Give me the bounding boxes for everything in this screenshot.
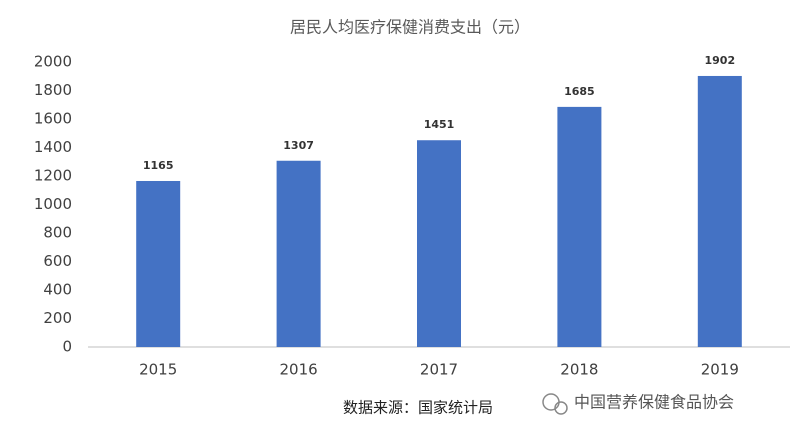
bar (557, 106, 602, 347)
source-note: 数据来源：国家统计局 (343, 399, 493, 417)
chart-title: 居民人均医疗保健消费支出（元） (290, 18, 530, 37)
x-tick-label: 2017 (420, 361, 458, 379)
y-tick-label: 1800 (34, 81, 72, 99)
y-tick-label: 0 (62, 338, 72, 356)
x-tick-label: 2016 (280, 361, 318, 379)
y-tick-label: 1000 (34, 195, 72, 213)
watermark-icon (542, 393, 568, 415)
y-tick-label: 1200 (34, 167, 72, 185)
data-label: 1451 (424, 118, 455, 131)
data-label: 1307 (283, 139, 314, 152)
bar (417, 140, 461, 347)
data-label: 1902 (704, 54, 735, 67)
watermark: 中国营养保健食品协会 (574, 393, 734, 412)
bar (136, 180, 181, 347)
x-tick-label: 2018 (560, 361, 598, 379)
y-tick-label: 800 (43, 224, 72, 242)
y-tick-label: 1600 (34, 110, 72, 128)
bar (697, 75, 742, 347)
x-tick-label: 2015 (139, 361, 177, 379)
bar (276, 160, 321, 347)
y-tick-label: 1400 (34, 138, 72, 156)
y-tick-label: 2000 (34, 53, 72, 71)
y-tick-label: 600 (43, 252, 72, 270)
data-label: 1685 (564, 85, 595, 98)
x-tick-label: 2019 (701, 361, 739, 379)
y-tick-label: 400 (43, 281, 72, 299)
data-label: 1165 (143, 159, 174, 172)
y-tick-label: 200 (43, 309, 72, 327)
